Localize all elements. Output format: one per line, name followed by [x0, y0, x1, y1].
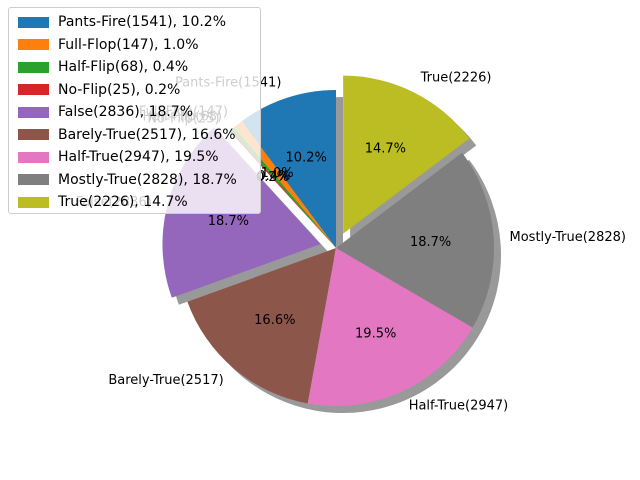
percent-label-no-flip: 0.2% [256, 170, 289, 185]
legend-swatch [18, 16, 49, 28]
percent-label-barely-true: 16.6% [254, 313, 295, 328]
slice-label-half-true: Half-True(2947) [409, 398, 509, 413]
legend-item: No-Flip(25), 0.2% [18, 80, 180, 100]
legend-label: True(2226), 14.7% [58, 194, 188, 210]
legend-item: Mostly-True(2828), 18.7% [18, 170, 237, 190]
legend-swatch [18, 129, 49, 140]
legend-label: False(2836), 18.7% [58, 104, 194, 120]
legend-label: Full-Flop(147), 1.0% [58, 36, 199, 53]
slice-label-true: True(2226) [420, 71, 492, 86]
pie-slice-pants-fire [241, 90, 336, 248]
legend-item: Barely-True(2517), 16.6% [18, 125, 236, 145]
percent-label-mostly-true: 18.7% [410, 235, 451, 250]
legend-label: Half-True(2947), 19.5% [58, 149, 219, 165]
percent-label-half-flip: 0.4% [257, 169, 290, 184]
legend-label: No-Flip(25), 0.2% [58, 81, 181, 98]
legend-item: False(2836), 18.7% [18, 102, 193, 122]
pie-slices [162, 75, 495, 407]
legend-swatch [18, 106, 49, 118]
legend-item: True(2226), 14.7% [18, 192, 188, 212]
legend-label: Half-Flip(68), 0.4% [58, 59, 189, 75]
legend-swatch [18, 84, 49, 95]
slice-label-barely-true: Barely-True(2517) [108, 373, 223, 388]
percent-label-pants-fire: 10.2% [286, 151, 327, 166]
legend-swatch [18, 61, 49, 73]
legend-label: Mostly-True(2828), 18.7% [58, 171, 237, 188]
legend-swatch [18, 174, 49, 185]
percent-label-full-flop: 1.0% [261, 166, 294, 181]
percent-label-false: 18.7% [208, 214, 249, 229]
legend-swatch [18, 196, 49, 208]
percent-label-half-true: 19.5% [355, 327, 396, 342]
pie-slice-barely-true [187, 248, 336, 404]
percent-label-true: 14.7% [365, 141, 406, 156]
legend-label: Barely-True(2517), 16.6% [58, 126, 236, 143]
legend-label: Pants-Fire(1541), 10.2% [58, 14, 227, 30]
legend-item: Pants-Fire(1541), 10.2% [18, 12, 226, 32]
pie-slice-mostly-true [336, 152, 495, 328]
legend-item: Half-Flip(68), 0.4% [18, 57, 188, 77]
legend-item: Full-Flop(147), 1.0% [18, 35, 199, 55]
legend-swatch [18, 39, 49, 50]
legend-item: Half-True(2947), 19.5% [18, 147, 219, 167]
percent-labels: 10.2%1.0%0.4%0.2% 18.7% 16.6% 19.5% 18.7% 14.… [208, 141, 452, 341]
legend-swatch [18, 151, 49, 163]
slice-label-mostly-true: Mostly-True(2828) [510, 230, 626, 245]
pie-slice-half-true [307, 248, 473, 407]
pie-slice-true [343, 75, 470, 234]
chart-legend: Pants-Fire(1541), 10.2% Full-Flop(147), 1… [8, 7, 261, 214]
